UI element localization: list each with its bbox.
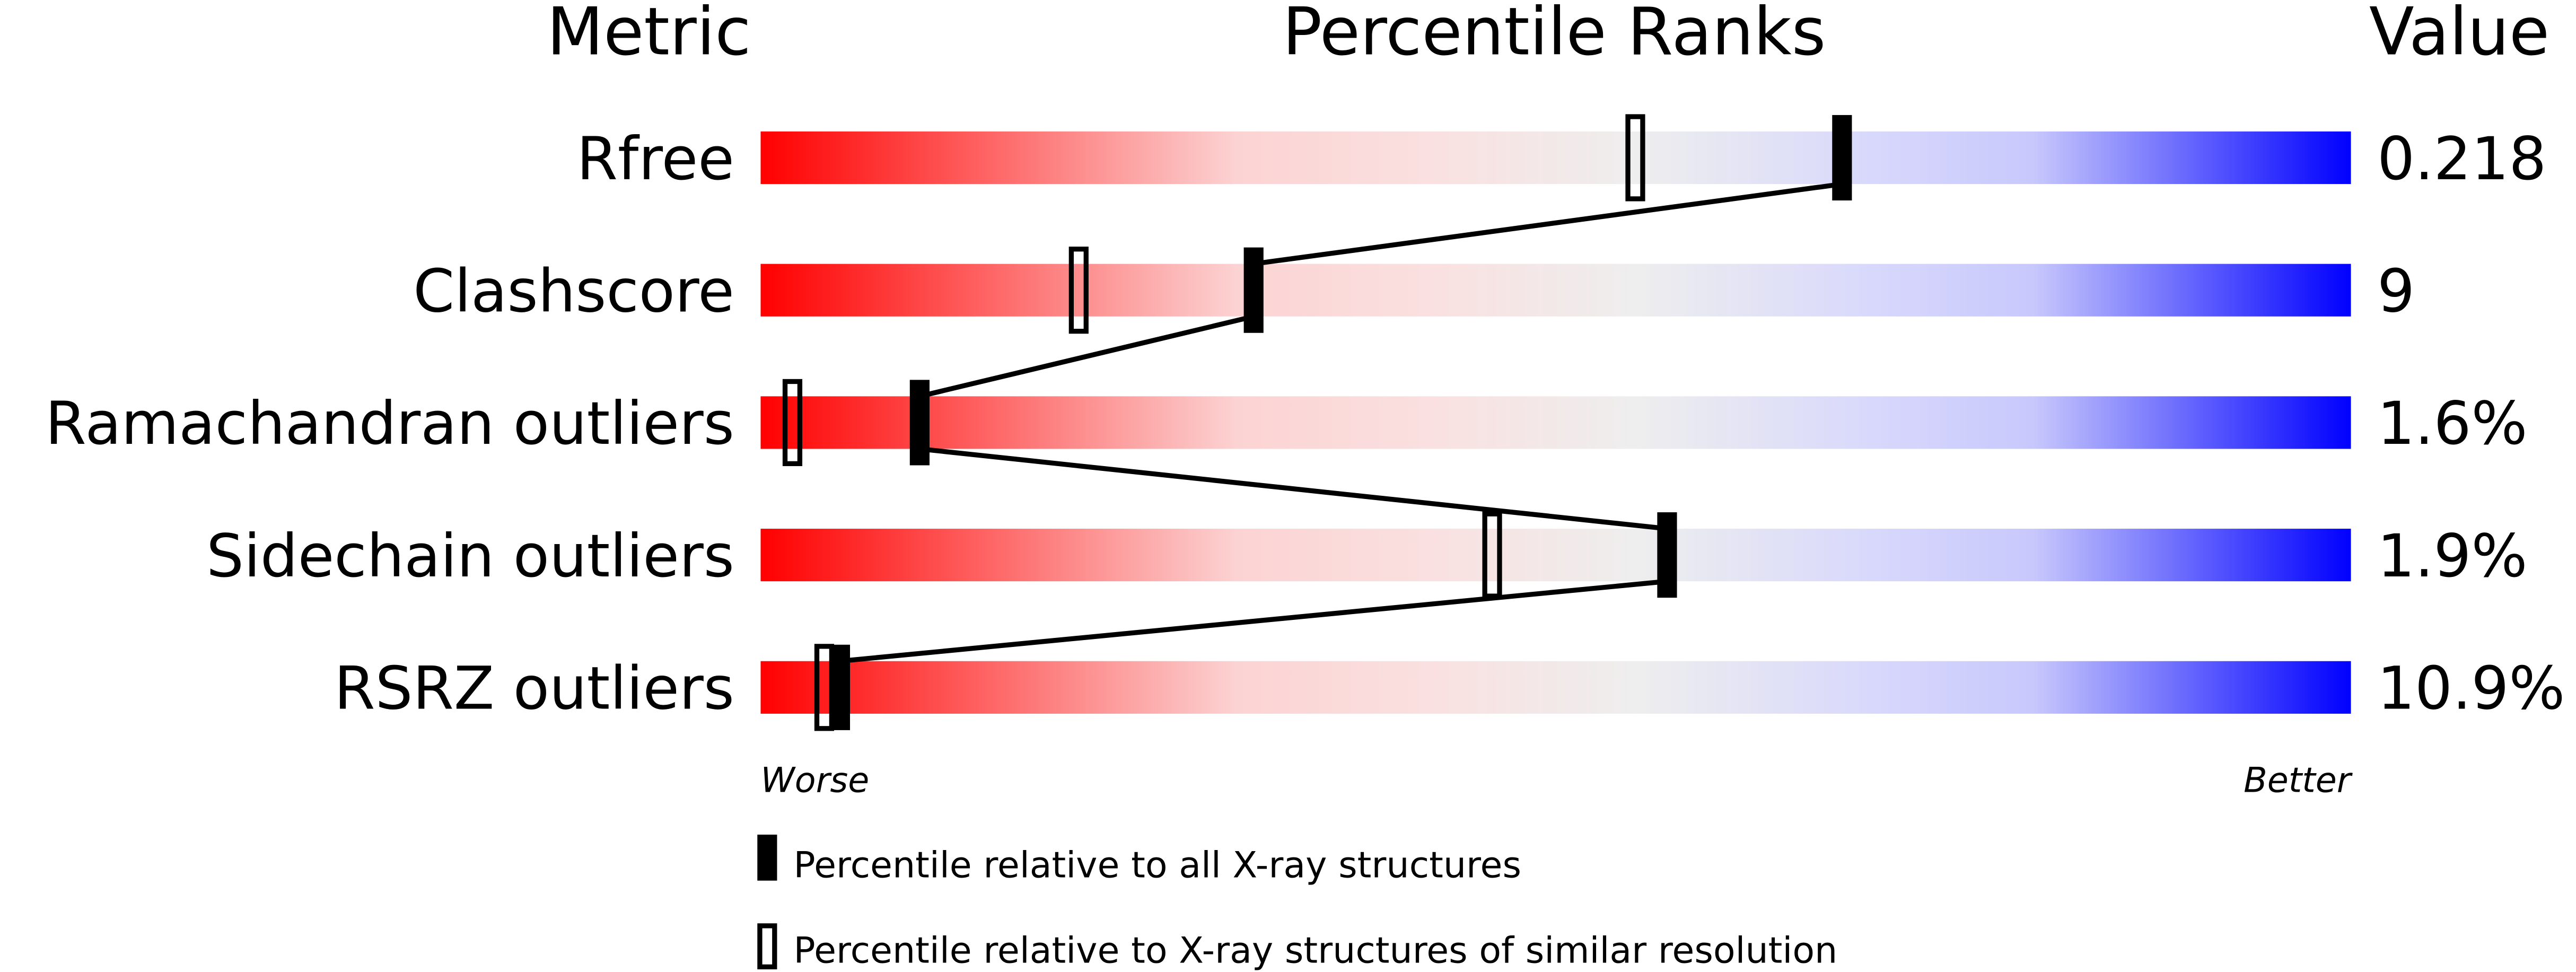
legend-filled-label: Percentile relative to all X-ray structu… bbox=[793, 844, 1521, 886]
metric-label: Rfree bbox=[577, 125, 734, 194]
filled-percentile-marker bbox=[830, 644, 851, 730]
filled-percentile-marker bbox=[909, 380, 930, 466]
metric-value: 10.9% bbox=[2377, 654, 2565, 723]
percentile-bar bbox=[760, 396, 2351, 449]
open-percentile-marker bbox=[1625, 114, 1645, 202]
open-percentile-marker bbox=[782, 379, 803, 467]
filled-percentile-marker bbox=[1832, 115, 1852, 201]
axis-label-worse: Worse bbox=[760, 760, 869, 800]
connector-line bbox=[839, 579, 1668, 664]
header-metric: Metric bbox=[547, 0, 751, 70]
header-percentile-ranks: Percentile Ranks bbox=[1282, 0, 1826, 70]
legend-open-marker-icon bbox=[757, 923, 777, 969]
metric-label: Clashscore bbox=[413, 257, 734, 326]
metric-label: RSRZ outliers bbox=[334, 654, 734, 723]
metric-value: 1.9% bbox=[2377, 522, 2527, 591]
filled-percentile-marker bbox=[1243, 247, 1264, 333]
percentile-bar bbox=[760, 529, 2351, 582]
legend-open-label: Percentile relative to X-ray structures … bbox=[793, 930, 1837, 972]
metric-label: Ramachandran outliers bbox=[45, 389, 734, 458]
connector-line bbox=[919, 446, 1668, 531]
metric-value: 0.218 bbox=[2377, 125, 2546, 194]
percentile-bar bbox=[760, 264, 2351, 317]
open-percentile-marker bbox=[1482, 511, 1502, 599]
connector-line bbox=[919, 314, 1255, 399]
connector-line bbox=[1253, 181, 1843, 267]
axis-label-better: Better bbox=[2244, 760, 2353, 800]
metric-value: 9 bbox=[2377, 257, 2415, 326]
percentile-bar bbox=[760, 131, 2351, 185]
percentile-bar bbox=[760, 661, 2351, 714]
metric-label: Sidechain outliers bbox=[206, 522, 734, 591]
legend-filled-marker-icon bbox=[757, 834, 777, 881]
metric-value: 1.6% bbox=[2377, 389, 2527, 458]
header-value: Value bbox=[2369, 0, 2549, 70]
filled-percentile-marker bbox=[1657, 512, 1677, 598]
open-percentile-marker bbox=[1068, 247, 1089, 334]
